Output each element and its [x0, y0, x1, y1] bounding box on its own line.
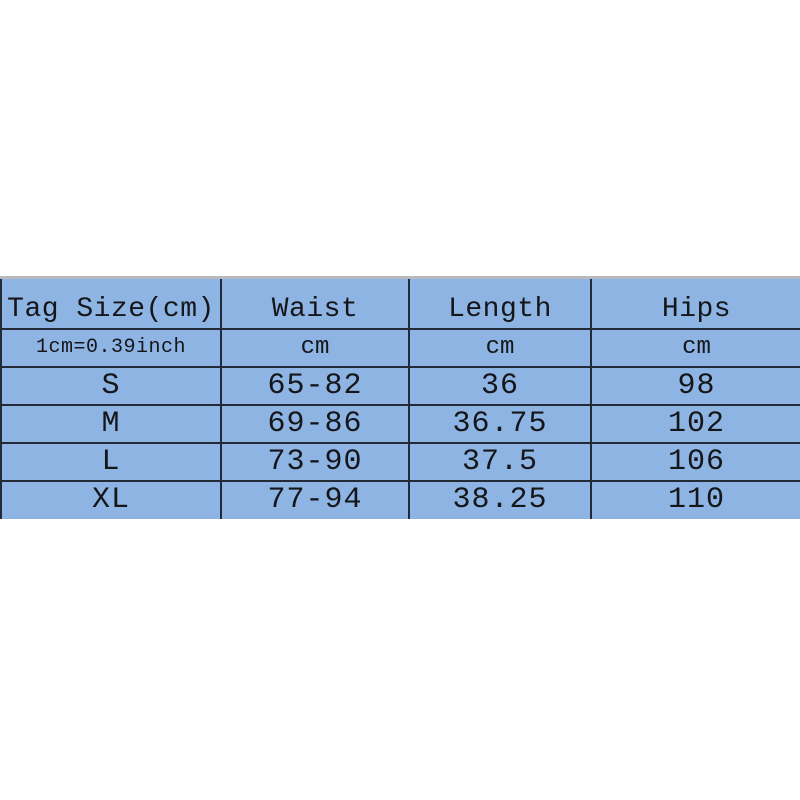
header-length: Length [409, 277, 592, 330]
cell-xl-length: 38.25 [409, 480, 592, 519]
unit-waist: cm [221, 328, 410, 368]
cell-s-size: S [1, 366, 222, 406]
cell-l-size: L [1, 442, 222, 482]
header-row: Tag Size(cm) Waist Length Hips [1, 277, 800, 330]
header-waist: Waist [221, 277, 410, 330]
cell-s-length: 36 [409, 366, 592, 406]
cell-m-waist: 69-86 [221, 404, 410, 444]
table-row-s: S 65-82 36 98 [1, 366, 800, 406]
cell-l-length: 37.5 [409, 442, 592, 482]
header-tag-size: Tag Size(cm) [1, 277, 222, 330]
cell-xl-size: XL [1, 480, 222, 519]
cell-s-hips: 98 [591, 366, 800, 406]
table-row-xl: XL 77-94 38.25 110 [1, 480, 800, 519]
unit-conversion-note: 1cm=0.39inch [1, 328, 222, 368]
table-row-m: M 69-86 36.75 102 [1, 404, 800, 444]
unit-row: 1cm=0.39inch cm cm cm [1, 328, 800, 368]
cell-xl-waist: 77-94 [221, 480, 410, 519]
cell-m-length: 36.75 [409, 404, 592, 444]
header-hips: Hips [591, 277, 800, 330]
size-chart-table: Tag Size(cm) Waist Length Hips 1cm=0.39i… [0, 276, 800, 519]
table-row-l: L 73-90 37.5 106 [1, 442, 800, 482]
cell-m-hips: 102 [591, 404, 800, 444]
cell-m-size: M [1, 404, 222, 444]
cell-xl-hips: 110 [667, 483, 725, 517]
cell-s-waist: 65-82 [221, 366, 410, 406]
unit-hips: cm [591, 328, 800, 368]
unit-length: cm [409, 328, 592, 368]
cell-l-waist: 73-90 [221, 442, 410, 482]
cell-l-hips: 106 [591, 442, 800, 482]
